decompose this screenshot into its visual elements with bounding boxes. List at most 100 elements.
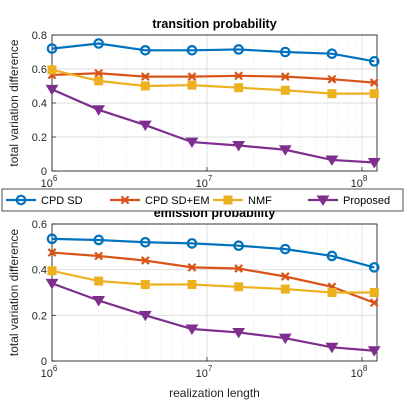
data-point xyxy=(234,282,244,292)
x-tick-label: 106 xyxy=(41,364,58,380)
x-tick-exponent: 7 xyxy=(208,364,213,373)
data-point xyxy=(47,65,57,75)
x-tick-base: 10 xyxy=(351,178,363,190)
legend-item-nmf: NMF xyxy=(213,195,272,207)
data-point xyxy=(327,288,337,297)
data-point xyxy=(140,280,150,290)
legend-marker xyxy=(223,195,233,205)
data-point xyxy=(278,333,292,345)
x-tick-base: 10 xyxy=(196,368,208,380)
series-nmf xyxy=(47,65,379,99)
series-line xyxy=(51,42,375,63)
data-point xyxy=(280,72,290,82)
data-point xyxy=(369,288,379,297)
data-point xyxy=(140,256,150,265)
legend-label: Proposed xyxy=(343,195,390,207)
y-tick-label: 0.4 xyxy=(32,98,47,110)
data-point xyxy=(45,84,59,96)
x-tick-exponent: 8 xyxy=(363,174,368,183)
data-point xyxy=(369,89,379,99)
data-point xyxy=(368,56,380,67)
legend-marker xyxy=(15,194,27,206)
data-point xyxy=(233,44,244,55)
data-point xyxy=(187,72,197,82)
data-point xyxy=(47,248,57,257)
data-point xyxy=(327,74,337,84)
x-tick-base: 10 xyxy=(196,178,208,190)
series-cpd-sd-em xyxy=(47,68,379,87)
x-tick-label: 107 xyxy=(196,174,213,190)
legend: CPD SD CPD SD+EM NMF Proposed xyxy=(1,188,404,212)
data-point xyxy=(46,43,58,54)
data-point xyxy=(326,250,338,262)
data-point xyxy=(93,38,104,49)
series-line xyxy=(51,68,375,95)
chart-title: transition probability xyxy=(152,17,276,31)
data-point xyxy=(278,145,292,156)
data-point xyxy=(325,155,339,166)
y-tick-label: 0 xyxy=(41,166,47,178)
data-point xyxy=(327,89,337,99)
data-point xyxy=(140,236,151,248)
x-tick-base: 10 xyxy=(41,368,53,380)
x-tick-base: 10 xyxy=(351,368,363,380)
y-axis-label: total variation difference xyxy=(7,39,21,167)
data-point xyxy=(187,263,197,272)
y-tick-label: 0.6 xyxy=(32,219,47,231)
data-point xyxy=(232,327,246,339)
legend-marker xyxy=(120,195,130,205)
series-line xyxy=(51,251,375,304)
data-point xyxy=(94,68,104,78)
data-point xyxy=(46,233,58,245)
y-tick-label: 0.2 xyxy=(32,132,47,144)
data-point xyxy=(47,266,57,276)
data-point xyxy=(234,71,244,81)
y-tick-label: 0.2 xyxy=(32,310,47,322)
data-point xyxy=(140,72,150,82)
y-tick-label: 0.6 xyxy=(32,64,47,76)
x-tick-label: 107 xyxy=(196,364,213,380)
x-tick-exponent: 6 xyxy=(53,174,58,183)
data-point xyxy=(45,278,59,290)
data-point xyxy=(94,251,104,261)
data-point xyxy=(234,83,244,93)
legend-label: CPD SD xyxy=(41,195,83,207)
legend-box xyxy=(1,188,404,212)
data-point xyxy=(325,342,339,354)
series-nmf xyxy=(47,266,379,297)
data-point xyxy=(94,276,104,286)
series-line xyxy=(51,269,375,294)
data-point xyxy=(280,272,290,281)
data-point xyxy=(367,346,381,357)
legend-item-proposed: Proposed xyxy=(308,195,390,207)
data-point xyxy=(233,240,244,251)
legend-marker xyxy=(316,195,330,206)
data-point xyxy=(94,76,104,86)
legend-label: NMF xyxy=(248,195,272,207)
data-point xyxy=(369,298,379,308)
data-point xyxy=(186,44,198,56)
legend-item-cpd-sd-em: CPD SD+EM xyxy=(110,195,210,207)
x-axis-label: realization length xyxy=(169,386,260,400)
data-point xyxy=(280,85,290,95)
data-point xyxy=(138,310,152,322)
data-point xyxy=(187,80,197,90)
x-tick-label: 108 xyxy=(351,364,368,380)
data-point xyxy=(140,81,150,91)
data-point xyxy=(186,238,198,249)
data-point xyxy=(369,78,379,87)
legend-item-cpd-sd: CPD SD xyxy=(6,194,83,207)
data-point xyxy=(92,295,106,307)
data-point xyxy=(92,105,106,116)
series-cpd-sd xyxy=(46,233,380,273)
data-point xyxy=(280,284,290,294)
data-point xyxy=(185,324,199,335)
data-point xyxy=(326,48,338,59)
series-line xyxy=(51,282,375,352)
series-proposed xyxy=(45,84,381,169)
data-point xyxy=(234,264,244,273)
data-point xyxy=(93,234,104,246)
data-point xyxy=(187,280,197,290)
